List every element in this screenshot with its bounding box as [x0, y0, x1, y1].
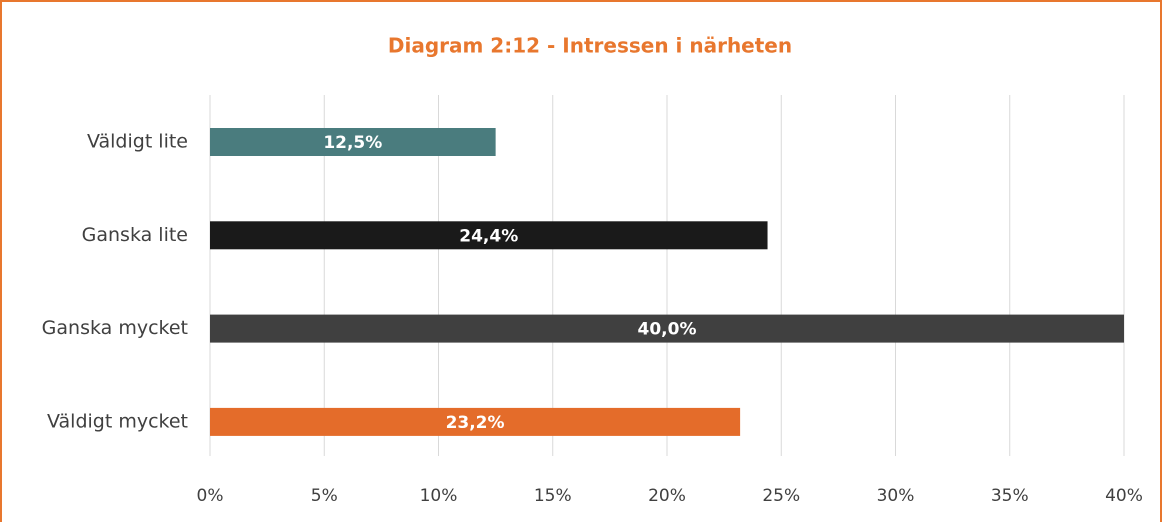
- bar: [210, 221, 768, 250]
- x-tick-label: 20%: [648, 486, 686, 506]
- x-tick-label: 30%: [877, 486, 915, 506]
- value-label: 24,4%: [459, 226, 518, 246]
- bar: [210, 314, 1124, 343]
- y-tick-label: Väldigt mycket: [47, 410, 188, 432]
- value-label: 12,5%: [323, 133, 382, 153]
- bar: [210, 128, 496, 156]
- x-tick-label: 40%: [1105, 486, 1143, 506]
- bar: [210, 407, 741, 436]
- y-tick-label: Ganska lite: [82, 224, 188, 246]
- value-label: 40,0%: [638, 320, 697, 340]
- value-label: 23,2%: [446, 413, 505, 433]
- y-tick-label: Ganska mycket: [42, 317, 188, 339]
- x-tick-label: 5%: [311, 486, 338, 506]
- x-tick-label: 35%: [991, 486, 1029, 506]
- x-tick-label: 0%: [197, 486, 224, 506]
- chart-title: Diagram 2:12 - Intressen i närheten: [388, 34, 792, 58]
- y-tick-label: Väldigt lite: [87, 131, 188, 153]
- x-tick-label: 25%: [762, 486, 800, 506]
- x-tick-label: 10%: [420, 486, 458, 506]
- x-tick-label: 15%: [534, 486, 572, 506]
